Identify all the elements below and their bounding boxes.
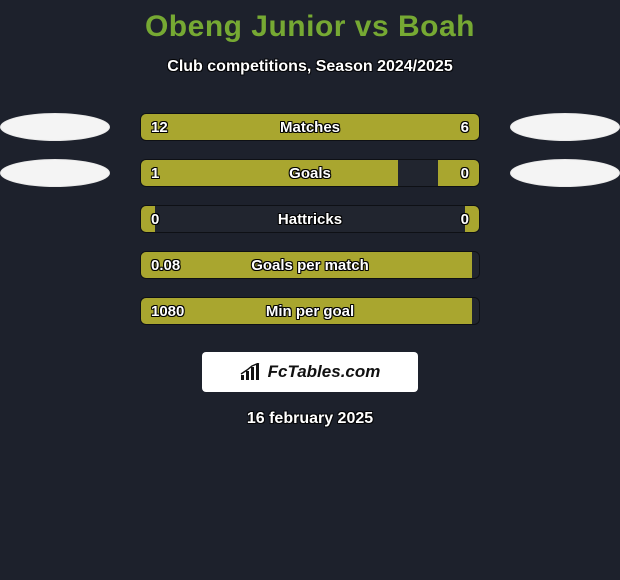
date-line: 16 february 2025: [0, 410, 620, 428]
bar-right-fill: [364, 114, 479, 140]
bar-left-fill: [141, 114, 364, 140]
avatar-left: [0, 113, 110, 141]
bar-left-fill: [141, 252, 472, 278]
avatar-left: [0, 159, 110, 187]
fctables-logo: FcTables.com: [202, 352, 418, 392]
subtitle: Club competitions, Season 2024/2025: [0, 58, 620, 76]
bar-left-fill: [141, 206, 155, 232]
bar-track: 0.08 Goals per match: [140, 251, 480, 279]
bar-track: 1080 Min per goal: [140, 297, 480, 325]
category-label: Hattricks: [141, 206, 479, 233]
bar-left-fill: [141, 160, 398, 186]
bar-right-fill: [438, 160, 479, 186]
logo-text: FcTables.com: [268, 362, 381, 382]
bar-track: 12 Matches 6: [140, 113, 480, 141]
chart-area: 12 Matches 6 1 Goals 0 0 Hattr: [0, 104, 620, 334]
bar-left-fill: [141, 298, 472, 324]
bar-track: 0 Hattricks 0: [140, 205, 480, 233]
stat-row-goals: 1 Goals 0: [0, 150, 620, 196]
stat-row-hattricks: 0 Hattricks 0: [0, 196, 620, 242]
stat-row-matches: 12 Matches 6: [0, 104, 620, 150]
bar-chart-icon: [240, 363, 262, 381]
comparison-infographic: Obeng Junior vs Boah Club competitions, …: [0, 0, 620, 580]
stat-row-goals-per-match: 0.08 Goals per match: [0, 242, 620, 288]
bar-track: 1 Goals 0: [140, 159, 480, 187]
page-title: Obeng Junior vs Boah: [0, 0, 620, 44]
bar-right-fill: [465, 206, 479, 232]
avatar-right: [510, 113, 620, 141]
avatar-right: [510, 159, 620, 187]
stat-row-min-per-goal: 1080 Min per goal: [0, 288, 620, 334]
